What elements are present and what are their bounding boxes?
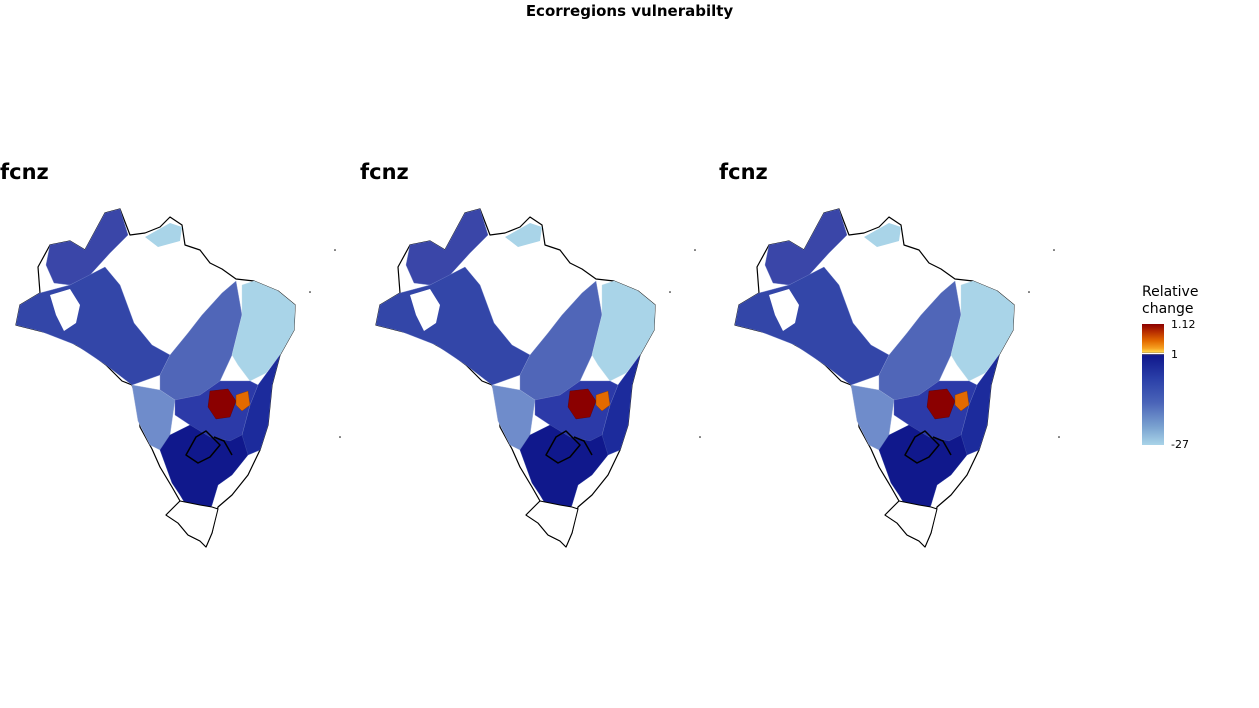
south-border-lines: [185, 430, 233, 464]
island-dot: [334, 249, 336, 251]
legend-tick-max: 1.12: [1171, 318, 1196, 331]
hotspot-orange-region: [235, 390, 251, 412]
panel-label-2: fcnz: [360, 160, 409, 184]
north-light-patch: [145, 223, 182, 247]
legend-color-bar: [1142, 324, 1164, 445]
map-panel-2: [375, 208, 701, 548]
northwest-region: [405, 208, 489, 286]
south-border-lines: [545, 430, 593, 464]
island-dot: [1053, 249, 1055, 251]
south-region: [519, 424, 609, 518]
legend-title-line2: change: [1142, 301, 1194, 317]
caatinga-region: [950, 280, 1015, 382]
legend-title-line1: Relative: [1142, 284, 1199, 300]
map-panel-3: [734, 208, 1060, 548]
caatinga-region: [591, 280, 656, 382]
south-border-lines: [904, 430, 952, 464]
hotspot-orange-region: [595, 390, 611, 412]
island-dot: [699, 436, 701, 438]
south-region: [878, 424, 968, 518]
south-region: [159, 424, 249, 518]
hotspot-red-region: [567, 388, 597, 420]
island-dot: [309, 291, 311, 293]
hotspot-red-region: [926, 388, 956, 420]
west-lakes: [50, 289, 80, 331]
map-panel-1: [15, 208, 341, 548]
south-tail-region: [884, 500, 938, 548]
west-lakes: [410, 289, 440, 331]
panel-label-3: fcnz: [719, 160, 768, 184]
legend-tick-min: -27: [1171, 438, 1189, 451]
island-dot: [694, 249, 696, 251]
caatinga-region: [231, 280, 296, 382]
amazon-white-region: [829, 257, 941, 355]
island-dot: [339, 436, 341, 438]
island-dot: [1058, 436, 1060, 438]
island-dot: [669, 291, 671, 293]
island-dot: [1028, 291, 1030, 293]
main-title: Ecorregions vulnerabilty: [525, 2, 734, 20]
northwest-region: [45, 208, 129, 286]
south-tail-region: [165, 500, 219, 548]
south-tail-region: [525, 500, 579, 548]
northwest-region: [764, 208, 848, 286]
legend-tick-mid: 1: [1171, 348, 1178, 361]
hotspot-red-region: [207, 388, 237, 420]
legend-tick-mark: [1142, 353, 1164, 354]
hotspot-orange-region: [954, 390, 970, 412]
west-lakes: [769, 289, 799, 331]
north-light-patch: [864, 223, 901, 247]
amazon-white-region: [110, 257, 222, 355]
amazon-white-region: [470, 257, 582, 355]
panel-label-1: fcnz: [0, 160, 49, 184]
north-light-patch: [505, 223, 542, 247]
legend-title: Relative change: [1142, 284, 1198, 318]
